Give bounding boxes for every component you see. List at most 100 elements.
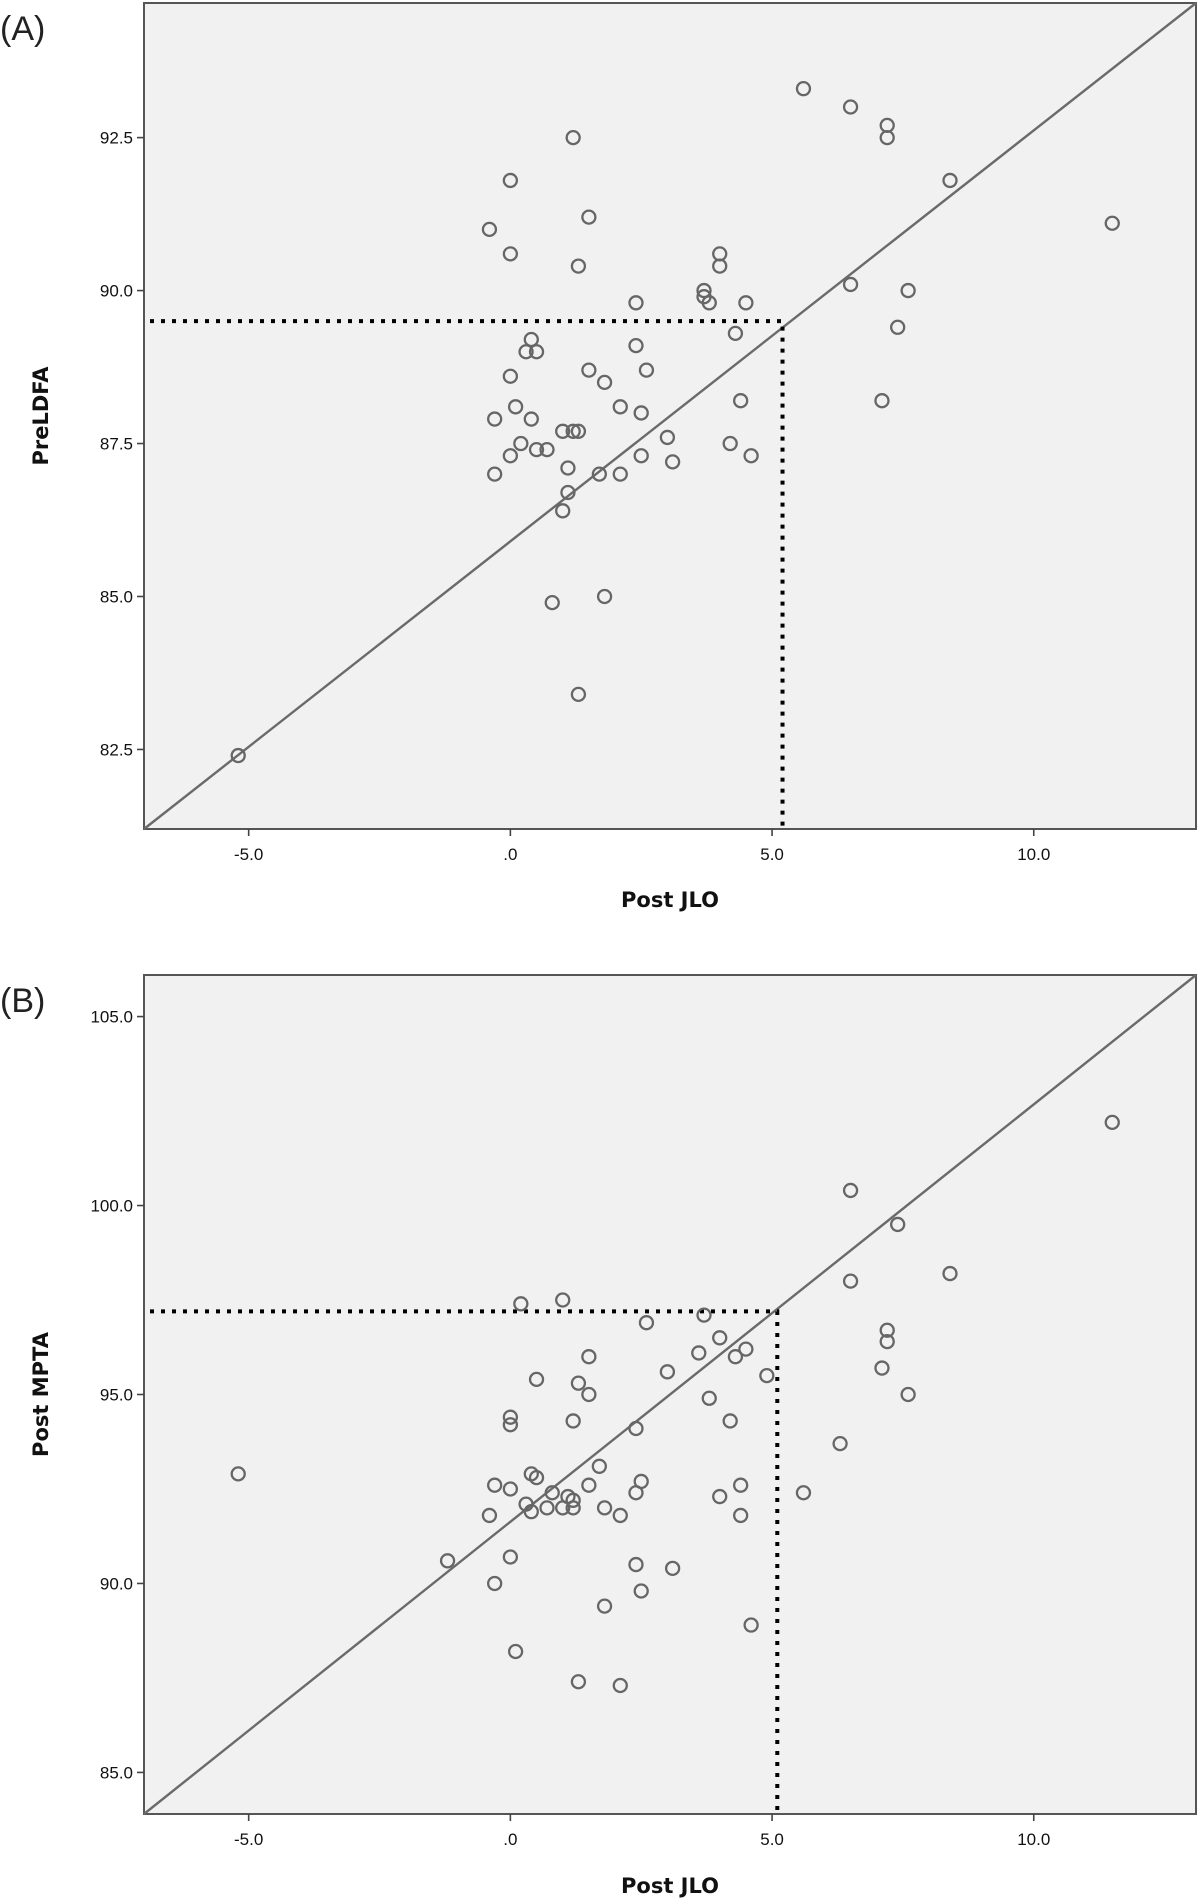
panel-b-reference-line — [143, 974, 1197, 1815]
x-tick-label: -5.0 — [234, 845, 263, 864]
data-point — [743, 448, 759, 464]
data-point — [879, 129, 895, 146]
data-point — [555, 423, 571, 439]
y-tick-label: 82.5 — [100, 740, 133, 759]
y-tick-label: 90.0 — [100, 1574, 133, 1593]
data-point — [565, 423, 581, 439]
data-point — [560, 484, 576, 501]
data-point — [733, 393, 749, 409]
data-point — [539, 442, 555, 458]
data-point — [712, 1488, 728, 1505]
data-point — [633, 1583, 649, 1599]
y-tick-label: 85.0 — [100, 587, 133, 606]
data-point — [570, 1375, 587, 1391]
panel-a-x-tick-labels: -5.0 .0 5.0 10.0 — [234, 845, 1050, 864]
data-point — [596, 374, 613, 390]
data-point — [507, 1643, 524, 1660]
data-point — [502, 1481, 519, 1497]
data-point — [518, 1496, 534, 1512]
data-point — [701, 1390, 717, 1406]
data-point — [659, 429, 676, 446]
data-point — [890, 319, 906, 335]
data-point — [570, 686, 587, 703]
data-point — [523, 331, 539, 348]
data-point — [565, 1492, 581, 1508]
panel-a-y-axis-title: PreLDFA — [29, 366, 53, 466]
data-point — [712, 258, 728, 274]
data-point — [628, 295, 644, 311]
data-point — [502, 368, 519, 384]
data-point — [528, 1469, 545, 1486]
data-point — [523, 411, 539, 427]
x-tick-label: 10.0 — [1017, 1830, 1050, 1849]
data-point — [900, 1386, 916, 1403]
panel-a-x-axis-title: Post JLO — [621, 888, 719, 912]
data-point — [727, 1349, 744, 1365]
data-point — [502, 1549, 519, 1565]
data-point — [759, 1367, 775, 1384]
data-point — [795, 1485, 812, 1501]
y-tick-label: 90.0 — [100, 282, 133, 301]
data-point — [659, 1364, 676, 1380]
data-point — [591, 466, 607, 482]
data-point — [722, 1413, 738, 1429]
data-point — [555, 1292, 571, 1308]
data-point — [555, 503, 571, 519]
data-point — [481, 221, 498, 238]
data-point — [502, 1409, 519, 1425]
data-point — [842, 1182, 859, 1199]
data-point — [842, 99, 859, 115]
data-point — [727, 325, 744, 342]
data-point — [570, 258, 587, 274]
panel-b-y-tick-labels: 85.0 90.0 95.0 100.0 105.0 — [90, 1008, 133, 1783]
y-tick-label: 85.0 — [100, 1763, 133, 1782]
data-point — [691, 1345, 707, 1361]
data-point — [502, 1417, 519, 1433]
data-point — [581, 1386, 597, 1403]
data-point — [612, 399, 628, 415]
data-point — [544, 594, 560, 611]
panel-b-points — [230, 1114, 1120, 1694]
data-point — [581, 1477, 597, 1493]
data-point — [696, 1307, 712, 1323]
x-tick-label: .0 — [503, 845, 517, 864]
data-point — [628, 337, 644, 354]
data-point — [581, 1349, 597, 1365]
y-tick-label: 87.5 — [100, 435, 133, 454]
panel-b-x-axis-title: Post JLO — [621, 1874, 719, 1898]
data-point — [513, 435, 529, 452]
data-point — [628, 1420, 644, 1437]
data-point — [612, 1507, 628, 1524]
data-point — [743, 1617, 759, 1633]
data-point — [722, 435, 738, 452]
data-point — [487, 1575, 503, 1592]
data-point — [565, 1500, 581, 1516]
data-point — [596, 1500, 613, 1516]
data-point — [581, 362, 597, 378]
data-point — [1104, 215, 1120, 231]
x-tick-label: 10.0 — [1017, 845, 1050, 864]
data-point — [795, 81, 812, 97]
data-point — [581, 209, 597, 225]
data-point — [879, 1333, 895, 1350]
data-point — [570, 1674, 587, 1690]
data-point — [230, 747, 246, 764]
data-point — [1104, 1114, 1120, 1131]
data-point — [942, 1265, 958, 1282]
panel-a-y-tick-labels: 82.5 85.0 87.5 90.0 92.5 — [100, 129, 133, 760]
data-point — [570, 423, 587, 439]
data-point — [738, 295, 754, 311]
y-tick-label: 105.0 — [90, 1008, 133, 1027]
panel-b-label: (B) — [0, 982, 45, 1020]
panel-a-label: (A) — [0, 10, 45, 48]
data-point — [230, 1466, 246, 1482]
data-point — [733, 1507, 749, 1524]
data-point — [528, 1371, 545, 1388]
data-point — [513, 1296, 529, 1312]
data-point — [565, 129, 581, 146]
data-point — [696, 282, 712, 299]
data-point — [502, 448, 519, 464]
data-point — [591, 1458, 607, 1474]
data-point — [612, 1677, 628, 1694]
